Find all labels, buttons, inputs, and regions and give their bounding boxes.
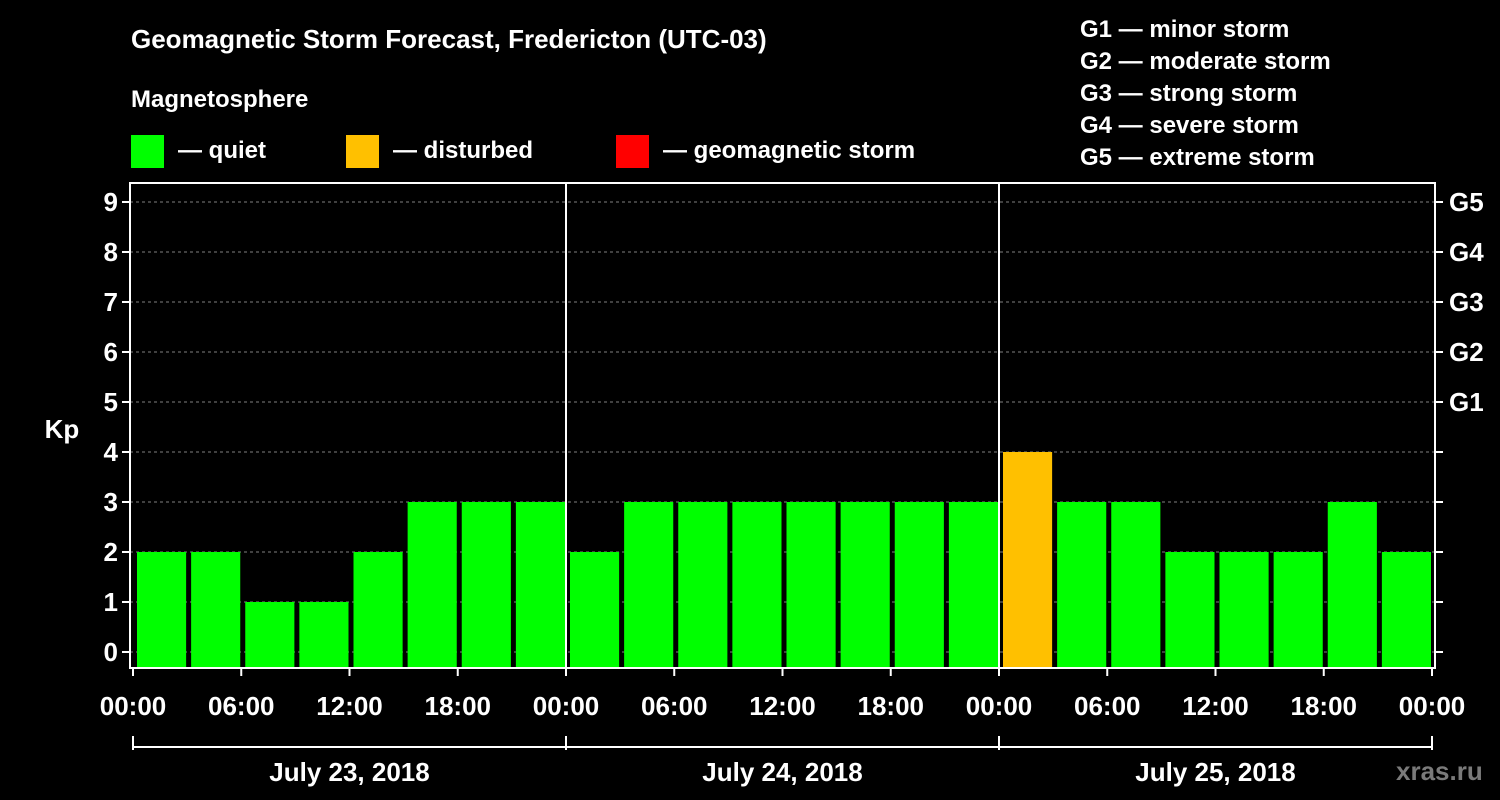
legend-label-storm: — geomagnetic storm bbox=[663, 137, 916, 164]
x-tick-label: 06:00 bbox=[208, 691, 275, 721]
kp-bar bbox=[137, 552, 187, 668]
storm-scale-g3: G3 — strong storm bbox=[1080, 80, 1298, 107]
kp-bar bbox=[299, 602, 349, 668]
kp-bar bbox=[515, 502, 565, 668]
storm-level-label: G1 bbox=[1449, 387, 1484, 417]
x-tick-label: 12:00 bbox=[749, 691, 816, 721]
kp-bar bbox=[1327, 502, 1377, 668]
storm-level-label: G2 bbox=[1449, 337, 1484, 367]
y-tick-label: 2 bbox=[104, 537, 118, 567]
kp-bar bbox=[461, 502, 511, 668]
kp-bar bbox=[191, 552, 241, 668]
chart-title: Geomagnetic Storm Forecast, Fredericton … bbox=[131, 24, 767, 54]
legend-quiet: — quiet bbox=[131, 134, 266, 168]
legend-swatch-quiet bbox=[131, 134, 164, 168]
legend-label-disturbed: — disturbed bbox=[393, 137, 534, 164]
y-tick-label: 3 bbox=[104, 487, 118, 517]
x-tick-label: 06:00 bbox=[1074, 691, 1141, 721]
magnetosphere-heading: Magnetosphere bbox=[131, 86, 309, 113]
y-tick-label: 6 bbox=[104, 337, 118, 367]
day-label: July 23, 2018 bbox=[269, 757, 429, 787]
x-tick-label: 00:00 bbox=[533, 691, 600, 721]
x-tick-label: 00:00 bbox=[966, 691, 1033, 721]
storm-scale-g1: G1 — minor storm bbox=[1080, 16, 1290, 43]
kp-bar bbox=[678, 502, 728, 668]
kp-bar bbox=[894, 502, 944, 668]
kp-bar bbox=[840, 502, 890, 668]
legend-storm: — geomagnetic storm bbox=[616, 134, 915, 168]
legend-disturbed: — disturbed bbox=[346, 134, 533, 168]
legend-swatch-storm bbox=[616, 134, 649, 168]
day-label: July 25, 2018 bbox=[1135, 757, 1295, 787]
x-tick-label: 18:00 bbox=[1291, 691, 1358, 721]
y-tick-label: 8 bbox=[104, 237, 118, 267]
watermark: xras.ru bbox=[1396, 756, 1483, 786]
x-tick-label: 18:00 bbox=[858, 691, 925, 721]
legend-label-quiet: — quiet bbox=[178, 137, 266, 164]
kp-bar bbox=[407, 502, 457, 668]
y-tick-label: 0 bbox=[104, 637, 118, 667]
x-tick-label: 00:00 bbox=[1399, 691, 1466, 721]
kp-bar bbox=[1273, 552, 1323, 668]
storm-scale-g2: G2 — moderate storm bbox=[1080, 48, 1331, 75]
storm-scale-g4: G4 — severe storm bbox=[1080, 112, 1299, 139]
kp-bar bbox=[353, 552, 403, 668]
y-tick-label: 5 bbox=[104, 387, 118, 417]
kp-bar bbox=[1057, 502, 1107, 668]
y-tick-label: 7 bbox=[104, 287, 118, 317]
y-tick-label: 1 bbox=[104, 587, 118, 617]
x-tick-label: 12:00 bbox=[1182, 691, 1249, 721]
x-tick-label: 12:00 bbox=[316, 691, 383, 721]
kp-bar bbox=[1003, 452, 1053, 668]
y-tick-label: 9 bbox=[104, 187, 118, 217]
kp-bar bbox=[1111, 502, 1161, 668]
kp-bar bbox=[624, 502, 674, 668]
x-tick-label: 00:00 bbox=[100, 691, 167, 721]
kp-bar bbox=[1165, 552, 1215, 668]
kp-bar bbox=[1381, 552, 1431, 668]
storm-level-label: G5 bbox=[1449, 187, 1484, 217]
x-tick-label: 06:00 bbox=[641, 691, 708, 721]
y-tick-label: 4 bbox=[104, 437, 119, 467]
kp-bar bbox=[948, 502, 998, 668]
kp-bar bbox=[570, 552, 620, 668]
day-label: July 24, 2018 bbox=[702, 757, 862, 787]
y-axis-label: Kp bbox=[45, 414, 80, 444]
kp-bar bbox=[245, 602, 295, 668]
storm-scale-list: G1 — minor storm G2 — moderate storm G3 … bbox=[1080, 14, 1331, 174]
storm-scale-g5: G5 — extreme storm bbox=[1080, 144, 1315, 171]
x-tick-label: 18:00 bbox=[425, 691, 492, 721]
storm-level-label: G4 bbox=[1449, 237, 1484, 267]
kp-bar bbox=[786, 502, 836, 668]
legend-swatch-disturbed bbox=[346, 134, 379, 168]
kp-bar bbox=[732, 502, 782, 668]
storm-level-label: G3 bbox=[1449, 287, 1484, 317]
kp-bar bbox=[1219, 552, 1269, 668]
